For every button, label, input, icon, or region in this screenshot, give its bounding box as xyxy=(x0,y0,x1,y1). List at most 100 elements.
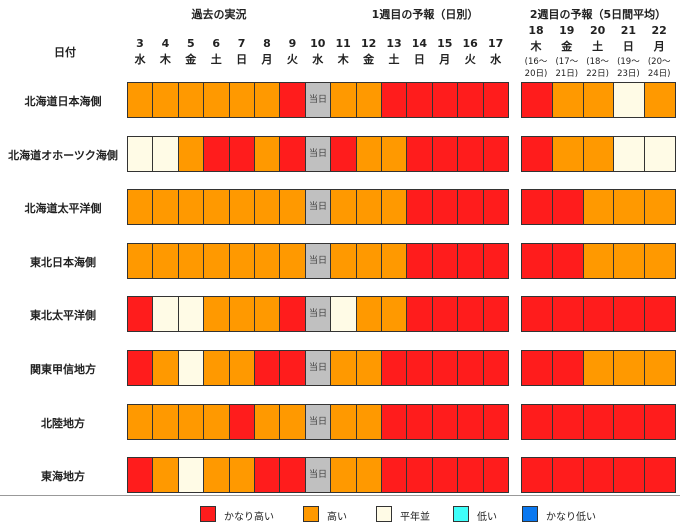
day-weekday-label: 日 xyxy=(413,53,425,66)
day-date-label: 10 xyxy=(310,37,326,50)
heatmap-cell xyxy=(406,403,433,440)
week2-range-label: (19～23日) xyxy=(617,57,640,79)
heatmap-cell xyxy=(279,135,306,172)
heatmap-cell xyxy=(381,296,408,333)
heatmap-cell xyxy=(127,242,154,279)
heatmap-cell xyxy=(203,135,230,172)
heatmap-cell xyxy=(355,82,382,118)
heatmap-cell xyxy=(228,350,255,386)
day-weekday-label: 火 xyxy=(464,53,476,66)
heatmap-cell xyxy=(431,242,459,279)
heatmap-cell xyxy=(457,457,484,494)
heatmap-cell xyxy=(254,296,281,333)
heatmap-cell xyxy=(482,350,509,386)
heatmap-cell xyxy=(406,296,433,333)
week2-heatmap-cell xyxy=(551,242,584,279)
today-label: 当日 xyxy=(308,309,327,320)
day-weekday-label: 水 xyxy=(312,53,324,66)
heatmap-cell xyxy=(330,82,357,118)
legend-divider xyxy=(0,495,680,496)
heatmap-cell xyxy=(431,403,459,440)
header-week2: 2週目の予報（5日間平均） xyxy=(529,8,667,21)
heatmap-cell xyxy=(152,403,179,440)
week2-date-label: 18 xyxy=(528,24,544,37)
week2-heatmap-cell xyxy=(644,242,676,279)
region-label: 東北日本海側 xyxy=(30,255,96,269)
heatmap-cell xyxy=(152,350,179,386)
week2-heatmap-cell xyxy=(521,350,553,386)
week2-heatmap-cell xyxy=(582,82,615,118)
heatmap-cell xyxy=(431,135,459,172)
heatmap-cell xyxy=(152,82,179,118)
day-date-label: 17 xyxy=(487,37,504,50)
week2-heatmap-cell xyxy=(644,135,676,172)
heatmap-cell xyxy=(152,135,179,172)
week2-heatmap-cell xyxy=(613,242,646,279)
week2-heatmap-cell xyxy=(582,189,615,226)
week2-date-label: 20 xyxy=(589,24,606,37)
heatmap-cell xyxy=(482,457,509,494)
heatmap-cell xyxy=(431,457,459,494)
week2-heatmap-cell xyxy=(644,350,676,386)
week2-heatmap-cell xyxy=(613,135,646,172)
legend-label: かなり低い xyxy=(546,512,596,523)
heatmap-cell xyxy=(228,296,255,333)
week2-weekday-label: 木 xyxy=(530,40,542,53)
today-label: 当日 xyxy=(308,148,327,159)
day-date-label: 13 xyxy=(386,37,402,50)
day-date-label: 12 xyxy=(360,37,377,50)
heatmap-cell xyxy=(203,457,230,494)
week2-heatmap-cell xyxy=(521,242,553,279)
day-date-label: 16 xyxy=(462,37,478,50)
heatmap-cell xyxy=(482,135,509,172)
week2-heatmap-cell xyxy=(582,296,615,333)
heatmap-cell xyxy=(406,189,433,226)
heatmap-cell xyxy=(457,82,484,118)
day-weekday-label: 水 xyxy=(134,53,146,66)
week2-heatmap-cell xyxy=(613,350,646,386)
heatmap-cell xyxy=(254,242,281,279)
day-date-label: 15 xyxy=(437,37,453,50)
heatmap-cell xyxy=(203,82,230,118)
heatmap-cell xyxy=(482,189,509,226)
week2-date-label: 21 xyxy=(620,24,637,37)
week2-heatmap-cell xyxy=(551,189,584,226)
region-label: 東海地方 xyxy=(41,470,85,484)
week2-weekday-label: 月 xyxy=(653,40,665,53)
heatmap-cell xyxy=(457,242,484,279)
heatmap-cell xyxy=(355,350,382,386)
week2-range-label: (16～20日) xyxy=(524,57,548,79)
today-label: 当日 xyxy=(308,416,327,427)
heatmap-cell xyxy=(431,82,459,118)
week2-heatmap-cell xyxy=(644,296,676,333)
header-week1: 1週目の予報（日別） xyxy=(371,8,479,21)
week2-weekday-label: 土 xyxy=(592,40,604,53)
heatmap-cell xyxy=(203,189,230,226)
heatmap-cell xyxy=(228,242,255,279)
heatmap-cell xyxy=(330,350,357,386)
heatmap-cell xyxy=(177,403,205,440)
week2-heatmap-cell xyxy=(613,457,646,494)
heatmap-cell xyxy=(406,82,433,118)
day-weekday-label: 金 xyxy=(363,53,375,66)
day-weekday-label: 月 xyxy=(439,53,451,66)
week2-heatmap-cell xyxy=(582,350,615,386)
week2-heatmap-cell xyxy=(521,296,553,333)
heatmap-cell: 当日 xyxy=(304,242,332,279)
heatmap-cell xyxy=(330,296,357,333)
heatmap-cell xyxy=(381,135,408,172)
week2-heatmap-cell xyxy=(521,403,553,440)
heatmap-cell xyxy=(279,82,306,118)
heatmap-cell xyxy=(482,242,509,279)
heatmap-cell xyxy=(177,135,205,172)
heatmap-cell xyxy=(254,350,281,386)
heatmap-cell xyxy=(279,296,306,333)
day-date-label: 5 xyxy=(186,37,195,50)
heatmap-cell: 当日 xyxy=(304,403,332,440)
heatmap-cell xyxy=(330,457,357,494)
heatmap-cell xyxy=(152,242,179,279)
heatmap-cell xyxy=(431,296,459,333)
heatmap-cell xyxy=(355,296,382,333)
today-label: 当日 xyxy=(308,255,327,266)
today-label: 当日 xyxy=(308,202,327,213)
